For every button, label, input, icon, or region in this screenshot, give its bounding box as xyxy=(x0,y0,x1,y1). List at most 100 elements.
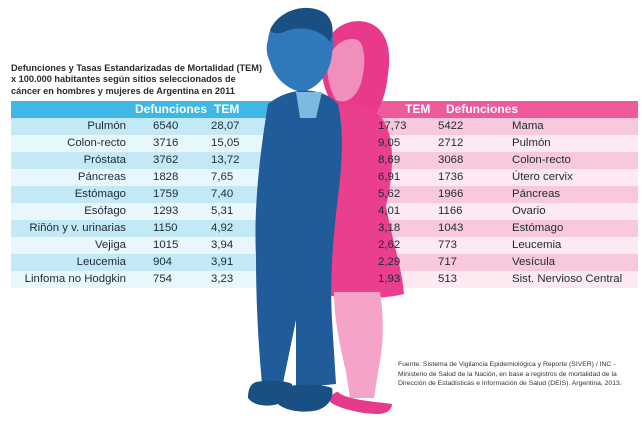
site-label: Ovario xyxy=(512,205,546,217)
site-label: Próstata xyxy=(83,154,126,166)
tem-value: 3,23 xyxy=(211,273,234,285)
source-note: Fuente: Sistema de Vigilancia Epidemioló… xyxy=(398,361,622,388)
table-row: Estómago 1759 7,40 xyxy=(11,186,273,203)
tem-value: 6,91 xyxy=(378,171,401,183)
man-figure xyxy=(248,7,342,412)
woman-shoes xyxy=(330,392,392,414)
tem-value: 3,18 xyxy=(378,222,401,234)
title-line: cáncer en hombres y mujeres de Argentina… xyxy=(11,85,235,96)
defunciones-value: 3716 xyxy=(153,137,179,149)
row-band xyxy=(11,271,273,288)
site-label: Estómago xyxy=(74,188,126,200)
woman-legs xyxy=(334,292,383,398)
defunciones-value: 2712 xyxy=(438,137,464,149)
site-label: Riñón y v. urinarias xyxy=(29,222,126,234)
defunciones-value: 1736 xyxy=(438,171,464,183)
tem-value: 4,01 xyxy=(378,205,401,217)
men-header-tem: TEM xyxy=(214,102,240,116)
tem-value: 8,69 xyxy=(378,154,401,166)
man-suit xyxy=(255,90,342,388)
row-band xyxy=(11,135,273,152)
row-band xyxy=(11,203,273,220)
defunciones-value: 1828 xyxy=(153,171,179,183)
tem-value: 28,07 xyxy=(211,120,240,132)
table-row: 5,62 1966 Páncreas xyxy=(362,186,638,203)
man-collar xyxy=(296,92,322,118)
women-header-tem: TEM xyxy=(405,102,431,116)
row-band xyxy=(362,271,638,288)
title-line: x 100.000 habitantes según sitios selecc… xyxy=(11,74,236,85)
woman-figure xyxy=(313,21,404,414)
table-row: Colon-recto 3716 15,05 xyxy=(11,135,273,152)
row-band xyxy=(362,203,638,220)
defunciones-value: 6540 xyxy=(153,120,179,132)
tem-value: 2,62 xyxy=(378,239,401,251)
row-band xyxy=(362,186,638,203)
title-line: Defunciones y Tasas Estandarizadas de Mo… xyxy=(11,63,263,73)
table-row: Próstata 3762 13,72 xyxy=(11,152,273,169)
row-band xyxy=(362,169,638,186)
tem-value: 3,91 xyxy=(211,256,234,268)
women-header-defunciones: Defunciones xyxy=(446,102,519,116)
site-label: Mama xyxy=(512,120,544,132)
row-band xyxy=(11,152,273,169)
header-band xyxy=(11,101,273,118)
defunciones-value: 1966 xyxy=(438,188,464,200)
site-label: Leucemia xyxy=(512,239,562,251)
row-band xyxy=(11,169,273,186)
row-band xyxy=(11,186,273,203)
table-row: 2,29 717 Vesícula xyxy=(362,254,638,271)
defunciones-value: 754 xyxy=(153,273,173,285)
site-label: Esófago xyxy=(84,205,126,217)
row-band xyxy=(362,152,638,169)
table-row: 4,01 1166 Ovario xyxy=(362,203,638,220)
table-row: Riñón y v. urinarias 1150 4,92 xyxy=(11,220,273,237)
defunciones-value: 1759 xyxy=(153,188,179,200)
tem-value: 9,05 xyxy=(378,137,401,149)
defunciones-value: 513 xyxy=(438,273,458,285)
chart-title: Defunciones y Tasas Estandarizadas de Mo… xyxy=(11,63,311,97)
table-row: 9,05 2712 Pulmón xyxy=(362,135,638,152)
tem-value: 13,72 xyxy=(211,154,240,166)
row-band xyxy=(11,254,273,271)
table-row: Vejiga 1015 3,94 xyxy=(11,237,273,254)
table-row: Leucemia 904 3,91 xyxy=(11,254,273,271)
tem-value: 4,92 xyxy=(211,222,234,234)
defunciones-value: 773 xyxy=(438,239,458,251)
site-label: Vejiga xyxy=(94,239,126,251)
site-label: Útero cervix xyxy=(512,171,573,183)
man-hair xyxy=(270,7,333,42)
defunciones-value: 904 xyxy=(153,256,173,268)
man-shoes xyxy=(248,380,333,412)
site-label: Estómago xyxy=(512,222,564,234)
tem-value: 7,65 xyxy=(211,171,234,183)
table-row: Linfoma no Hodgkin 754 3,23 xyxy=(11,271,273,288)
site-label: Páncreas xyxy=(77,171,126,183)
site-label: Colon-recto xyxy=(67,137,126,149)
site-label: Linfoma no Hodgkin xyxy=(24,273,126,285)
row-band xyxy=(362,135,638,152)
table-row: 3,18 1043 Estómago xyxy=(362,220,638,237)
defunciones-value: 717 xyxy=(438,256,458,268)
tem-value: 5,62 xyxy=(378,188,401,200)
tem-value: 15,05 xyxy=(211,137,240,149)
row-band xyxy=(11,220,273,237)
tem-value: 3,94 xyxy=(211,239,234,251)
tem-value: 5,31 xyxy=(211,205,234,217)
women-table-header: TEM Defunciones xyxy=(362,101,638,118)
site-label: Leucemia xyxy=(76,256,126,268)
tem-value: 2,29 xyxy=(378,256,401,268)
table-row: 6,91 1736 Útero cervix xyxy=(362,169,638,186)
row-band xyxy=(362,118,638,135)
defunciones-value: 1015 xyxy=(153,239,179,251)
row-band xyxy=(11,118,273,135)
defunciones-value: 3068 xyxy=(438,154,464,166)
table-row: Pulmón 6540 28,07 xyxy=(11,118,273,135)
site-label: Pulmón xyxy=(87,120,126,132)
row-band xyxy=(11,237,273,254)
defunciones-value: 1293 xyxy=(153,205,179,217)
table-row: 2,62 773 Leucemia xyxy=(362,237,638,254)
table-row: 1,93 513 Sist. Nervioso Central xyxy=(362,271,638,288)
tem-value: 7,40 xyxy=(211,188,234,200)
row-band xyxy=(362,220,638,237)
